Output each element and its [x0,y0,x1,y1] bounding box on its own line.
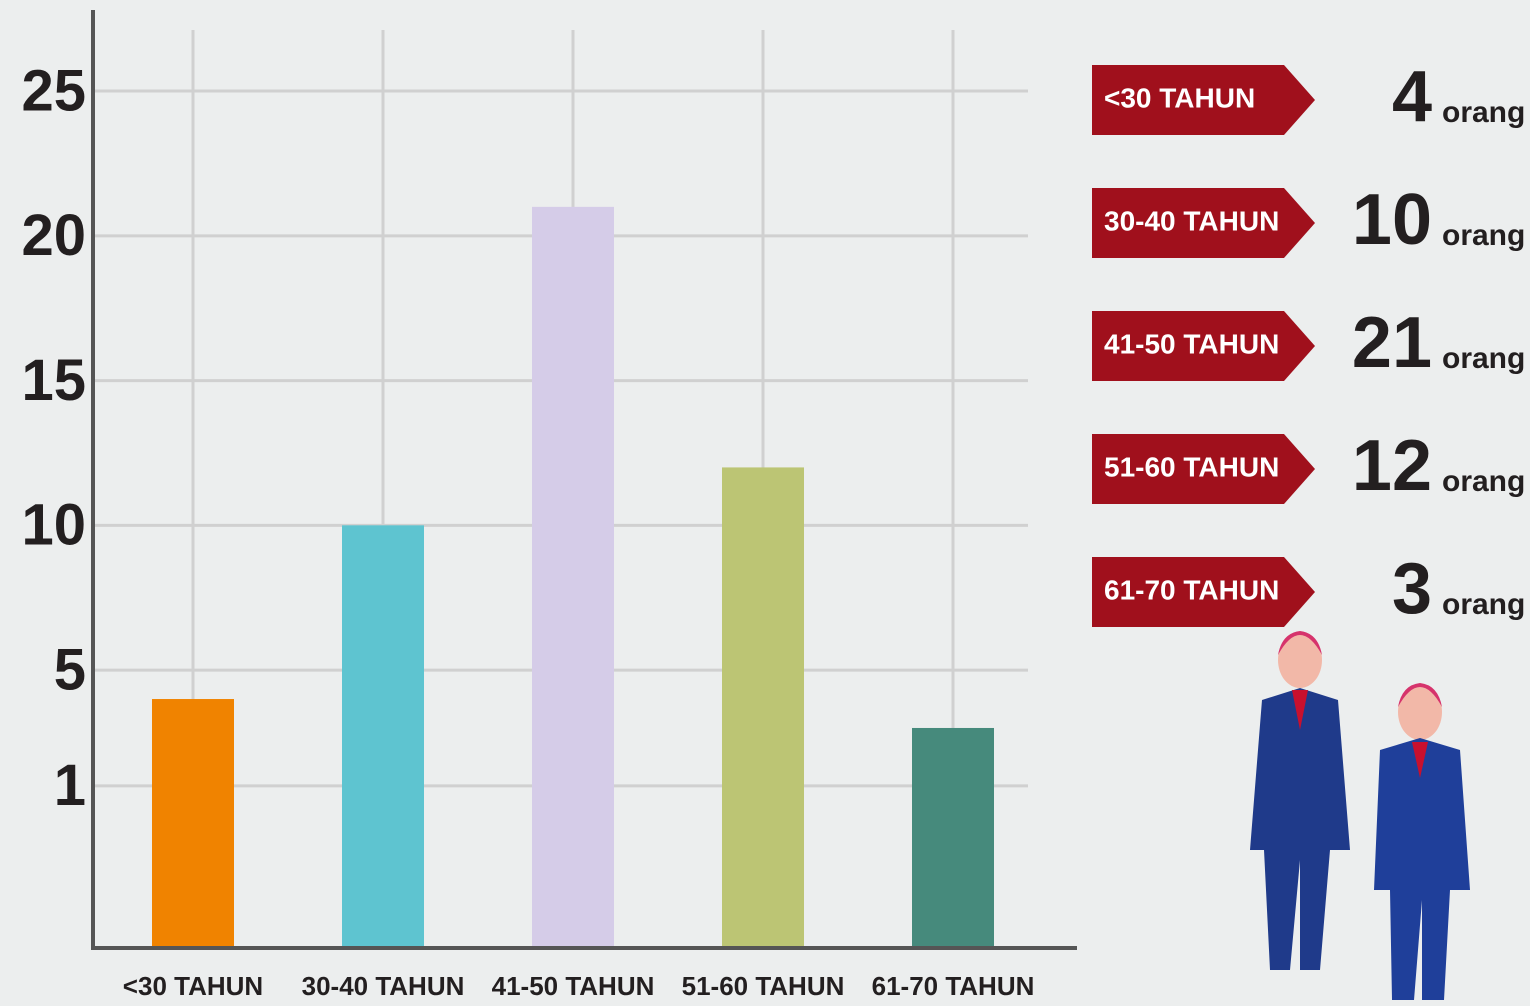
category-tag [1092,434,1315,504]
unit-label: orang [1442,465,1525,498]
bar [152,699,234,948]
bar [722,467,804,948]
unit-label: orang [1442,342,1525,375]
y-tick-label: 25 [21,58,86,123]
category-tag [1092,65,1315,135]
y-tick-label: 20 [21,203,86,268]
count-label: 10 [1352,180,1432,260]
count-label: 4 [1392,57,1432,137]
y-tick-label: 10 [21,493,86,558]
category-tag [1092,188,1315,258]
bar [532,206,614,948]
x-tick-label: 61-70 TAHUN [872,971,1035,1001]
y-tick-label: 5 [54,637,86,702]
unit-label: orang [1442,96,1525,129]
unit-label: orang [1442,219,1525,252]
tag-label: 41-50 TAHUN [1104,328,1279,359]
bar [342,525,424,948]
category-tag [1092,557,1315,627]
tag-label: <30 TAHUN [1104,82,1255,113]
count-label: 12 [1352,426,1432,506]
x-tick-label: <30 TAHUN [123,971,263,1001]
x-tick-label: 41-50 TAHUN [492,971,655,1001]
category-tag [1092,311,1315,381]
tag-label: 61-70 TAHUN [1104,574,1279,605]
y-tick-label: 15 [21,348,86,413]
x-tick-label: 51-60 TAHUN [682,971,845,1001]
count-label: 3 [1392,549,1432,629]
bar [912,727,994,948]
businessmen-illustration [1250,631,1470,1000]
tag-label: 30-40 TAHUN [1104,205,1279,236]
x-tick-label: 30-40 TAHUN [302,971,465,1001]
tag-label: 51-60 TAHUN [1104,451,1279,482]
count-label: 21 [1352,303,1432,383]
unit-label: orang [1442,588,1525,621]
y-tick-label: 1 [54,753,86,818]
